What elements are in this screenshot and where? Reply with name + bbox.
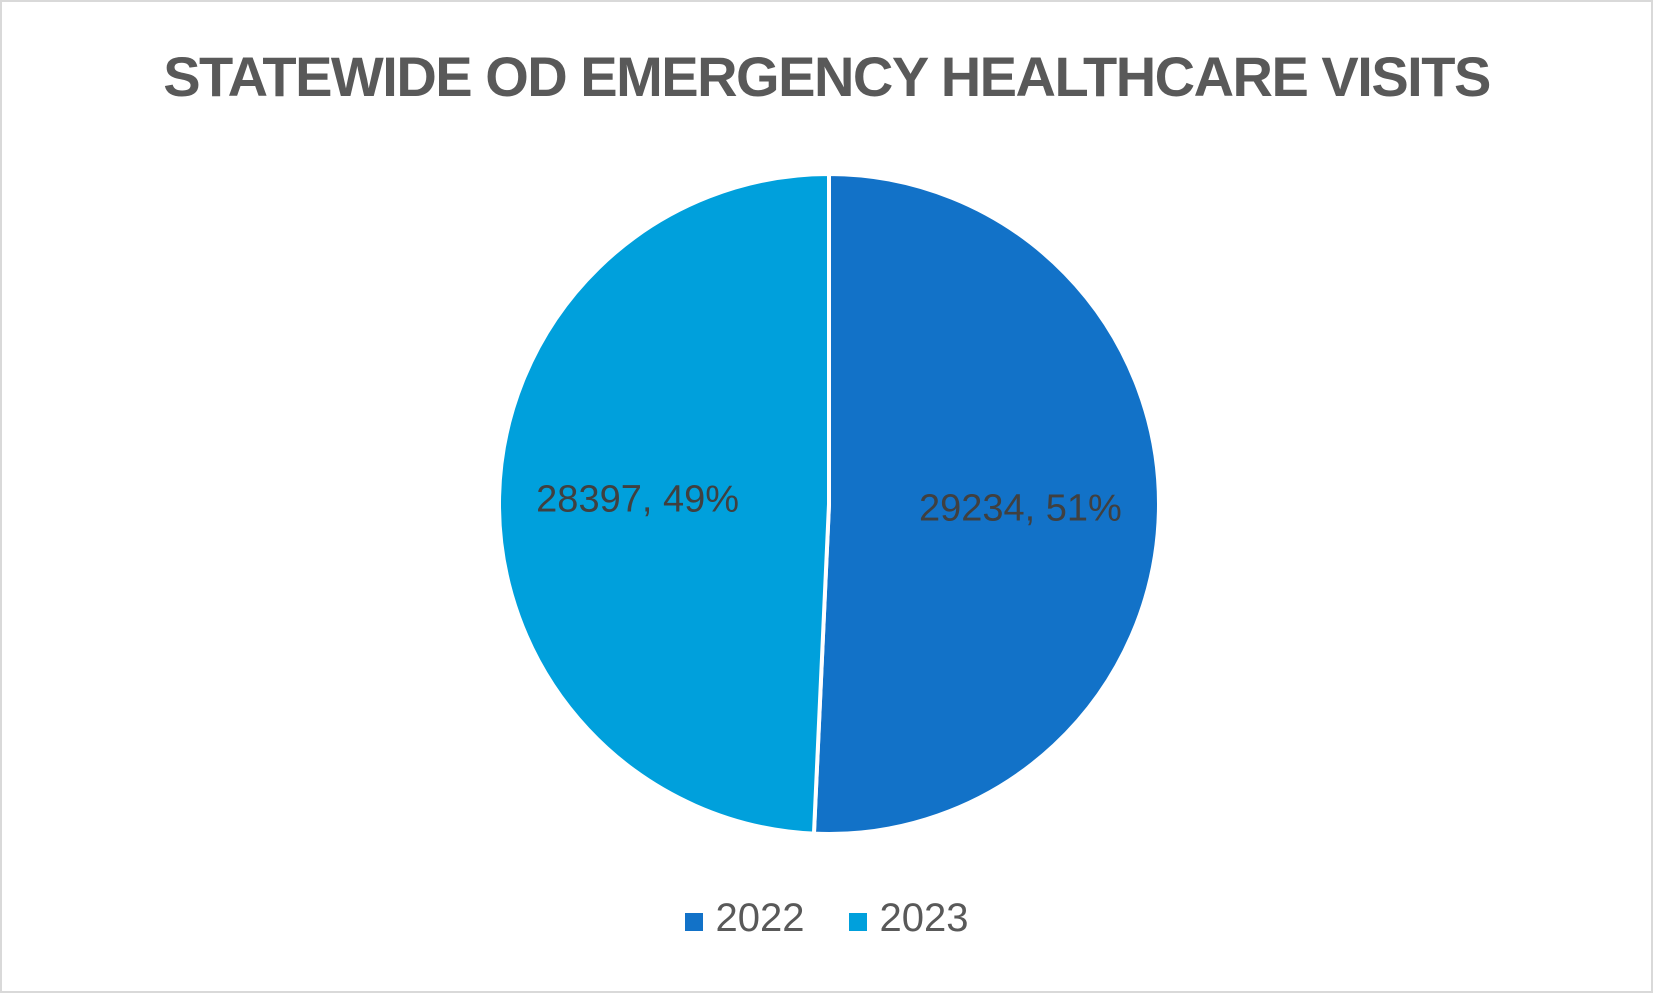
legend-label-2022: 2022 [715, 896, 805, 940]
legend-swatch-2022 [684, 912, 703, 931]
chart-title: STATEWIDE OD EMERGENCY HEALTHCARE VISITS [163, 45, 1491, 108]
legend: 2022 2023 [2, 896, 1651, 941]
legend-item-2023[interactable]: 2023 [848, 896, 969, 941]
data-label-2022: 29234, 51% [919, 487, 1122, 529]
legend-label-2023: 2023 [879, 896, 969, 940]
pie-slice-2022[interactable] [811, 172, 1161, 836]
pie-slice-2023[interactable] [497, 172, 831, 836]
legend-item-2022[interactable]: 2022 [684, 896, 805, 941]
legend-swatch-2023 [848, 912, 867, 931]
data-label-2023: 28397, 49% [536, 479, 739, 521]
